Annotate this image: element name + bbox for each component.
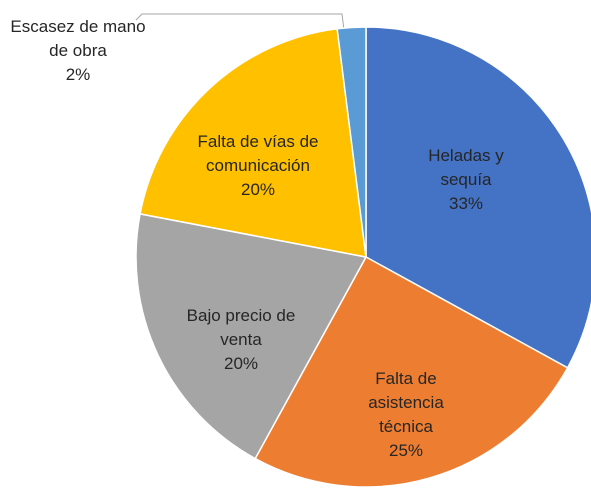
slice-label: Falta de asistencia técnica 25%	[351, 367, 461, 463]
category-label: Heladas y sequía	[428, 146, 504, 189]
value-label: 33%	[448, 194, 484, 213]
category-label: Escasez de mano de obra	[10, 17, 146, 60]
value-label: 20%	[223, 354, 259, 373]
slice-label: Bajo precio de venta 20%	[166, 304, 316, 376]
pie-slice	[139, 27, 367, 258]
slice-label: Heladas y sequía 33%	[411, 144, 521, 216]
category-label: Falta de vías de comunicación	[197, 132, 319, 175]
leader-line	[135, 13, 345, 31]
category-label: Bajo precio de venta	[186, 306, 296, 349]
slice-label: Escasez de mano de obra 2%	[8, 15, 148, 87]
category-label: Falta de asistencia técnica	[368, 369, 444, 436]
value-label: 25%	[388, 441, 424, 460]
value-label: 2%	[65, 65, 91, 84]
pie-slice	[135, 213, 368, 460]
value-label: 20%	[240, 180, 276, 199]
pie-slice	[336, 26, 367, 258]
pie-slice	[365, 26, 591, 369]
slice-label: Falta de vías de comunicación 20%	[178, 130, 338, 202]
pie-slice	[254, 255, 569, 488]
